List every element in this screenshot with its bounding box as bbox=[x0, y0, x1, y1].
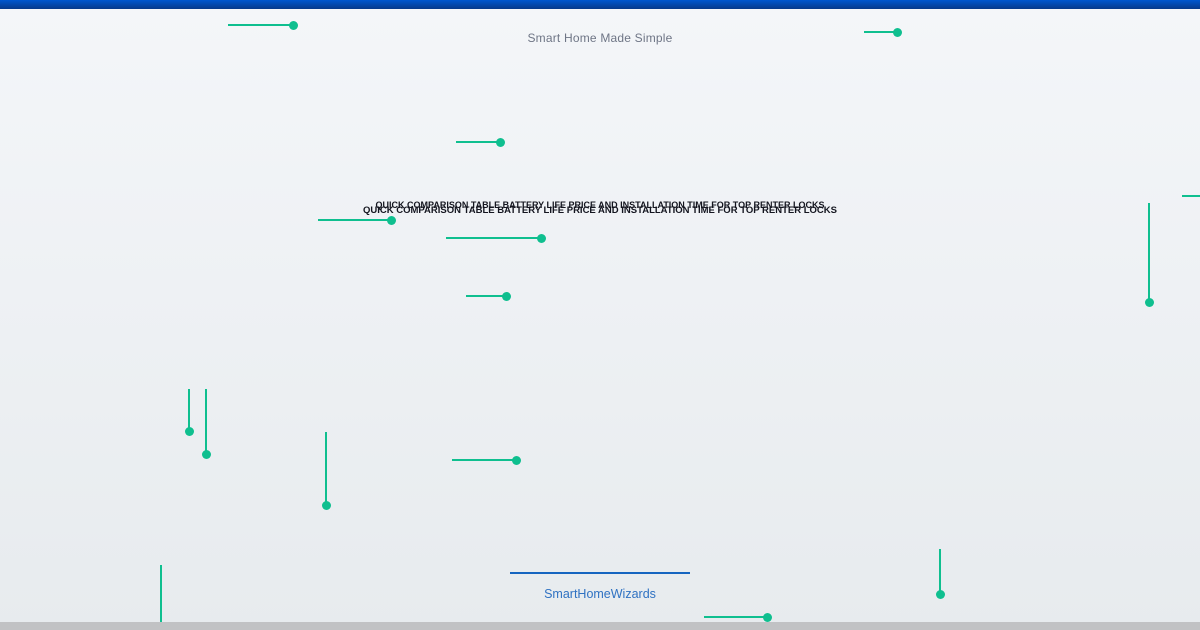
connector-dot bbox=[202, 450, 211, 459]
connector-line bbox=[446, 237, 541, 239]
connector-dot bbox=[502, 292, 511, 301]
connector-line bbox=[864, 31, 897, 33]
connector-line bbox=[1182, 195, 1200, 197]
connector-dot bbox=[512, 456, 521, 465]
card-title-shadow: QUICK COMPARISON TABLE BATTERY LIFE PRIC… bbox=[375, 200, 825, 210]
tagline: Smart Home Made Simple bbox=[527, 31, 673, 45]
connector-dot bbox=[387, 216, 396, 225]
connector-dot bbox=[936, 590, 945, 599]
connector-dot bbox=[289, 21, 298, 30]
connector-line bbox=[228, 24, 293, 26]
connector-line bbox=[452, 459, 516, 461]
connector-line bbox=[205, 389, 207, 454]
connector-line bbox=[1148, 203, 1150, 302]
connector-dot bbox=[185, 427, 194, 436]
connector-dot bbox=[1145, 298, 1154, 307]
connector-line bbox=[939, 549, 941, 594]
card-title: QUICK COMPARISON TABLE BATTERY LIFE PRIC… bbox=[363, 205, 837, 216]
connector-line bbox=[456, 141, 500, 143]
connector-dot bbox=[496, 138, 505, 147]
brand-name: SmartHomeWizards bbox=[544, 587, 656, 601]
footer-divider bbox=[510, 572, 690, 574]
connector-dot bbox=[893, 28, 902, 37]
bottom-gray-bar bbox=[0, 622, 1200, 630]
connector-line bbox=[466, 295, 506, 297]
connector-line bbox=[160, 565, 162, 622]
connector-dot bbox=[537, 234, 546, 243]
top-accent-bar bbox=[0, 0, 1200, 9]
connector-line bbox=[318, 219, 391, 221]
connector-line bbox=[188, 389, 190, 431]
connector-line bbox=[325, 432, 327, 505]
connector-line bbox=[704, 616, 767, 618]
connector-dot bbox=[322, 501, 331, 510]
connector-dot bbox=[763, 613, 772, 622]
